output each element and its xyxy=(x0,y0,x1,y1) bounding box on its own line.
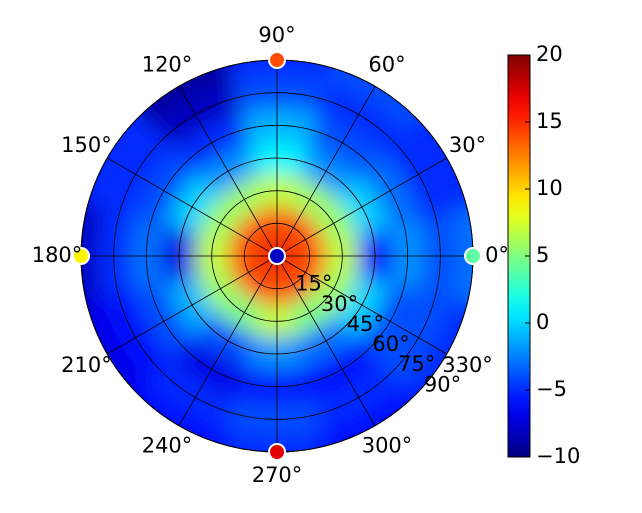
colorbar-tick-label: −10 xyxy=(536,444,580,468)
angular-grid-line xyxy=(178,86,278,257)
marker xyxy=(464,247,482,265)
angular-tick-label: 330° xyxy=(442,353,493,377)
angular-grid-line xyxy=(276,86,376,257)
colorbar-tick-label: 15 xyxy=(536,109,563,133)
heat-cell xyxy=(379,126,452,221)
colorbar-tick-label: 20 xyxy=(536,42,563,66)
heat-cell xyxy=(102,291,175,386)
radial-tick-label: 75° xyxy=(398,352,435,376)
radial-tick-label: 60° xyxy=(372,332,409,356)
colorbar-tick-label: −5 xyxy=(536,377,567,401)
markers xyxy=(72,51,482,461)
marker xyxy=(268,247,286,265)
angular-tick-label: 60° xyxy=(368,52,405,76)
heat-cell xyxy=(379,291,452,386)
heat-cell xyxy=(147,358,242,431)
angular-tick-label: 270° xyxy=(252,463,303,487)
angular-grid-line xyxy=(276,255,447,355)
angular-tick-label: 180° xyxy=(32,243,83,267)
angular-tick-label: 150° xyxy=(61,133,112,157)
angular-grid-line xyxy=(276,255,376,426)
angular-grid-line xyxy=(107,255,278,355)
heat-cell xyxy=(218,290,266,336)
heat-cell xyxy=(312,81,407,154)
marker xyxy=(268,443,286,461)
angular-tick-label: 0° xyxy=(485,243,509,267)
colorbar-tick-label: 5 xyxy=(536,243,549,267)
radial-tick-label: 15° xyxy=(295,272,332,296)
heat-cell xyxy=(288,290,336,336)
angular-tick-label: 120° xyxy=(142,52,193,76)
marker xyxy=(268,51,286,69)
heat-cell xyxy=(212,428,342,452)
angular-tick-label: 240° xyxy=(142,434,193,458)
angular-tick-label: 30° xyxy=(449,133,486,157)
colorbar-tick-label: 0 xyxy=(536,310,549,334)
heat-cell xyxy=(147,81,242,154)
colorbar-tick-label: 10 xyxy=(536,176,563,200)
heat-cell xyxy=(356,150,420,229)
colorbar: −10 −5 0 5 10 15 20 xyxy=(507,42,580,468)
radial-tick-label: 45° xyxy=(347,312,384,336)
angular-tick-label: 210° xyxy=(61,353,112,377)
heat-cell xyxy=(171,335,250,399)
heat-cell xyxy=(134,150,198,229)
angular-grid-line xyxy=(107,157,278,257)
heat-cell xyxy=(449,191,473,321)
heat-cell xyxy=(356,283,420,362)
heat-cell xyxy=(102,126,175,221)
marker xyxy=(72,247,90,265)
heat-cell xyxy=(171,113,250,177)
heat-cell xyxy=(218,176,266,222)
angular-grid-line xyxy=(178,255,278,426)
heat-cell xyxy=(312,358,407,431)
radial-tick-label: 30° xyxy=(321,292,358,316)
heat-cell xyxy=(311,267,357,315)
heat-cell xyxy=(304,113,383,177)
radial-tick-label: 90° xyxy=(424,372,461,396)
angular-tick-label: 90° xyxy=(258,23,295,47)
heat-cell xyxy=(288,176,336,222)
heat-cell xyxy=(134,283,198,362)
heat-cell xyxy=(212,60,342,84)
angular-grid-line xyxy=(276,157,447,257)
heat-cell xyxy=(81,191,105,321)
heat-cell xyxy=(197,197,243,245)
heat-cell xyxy=(197,267,243,315)
labels: 15°30°45°60°75°90°0°30°60°90°120°150°180… xyxy=(32,23,509,487)
heat-cell xyxy=(311,197,357,245)
angular-tick-label: 300° xyxy=(362,434,413,458)
heat-cell xyxy=(304,335,383,399)
